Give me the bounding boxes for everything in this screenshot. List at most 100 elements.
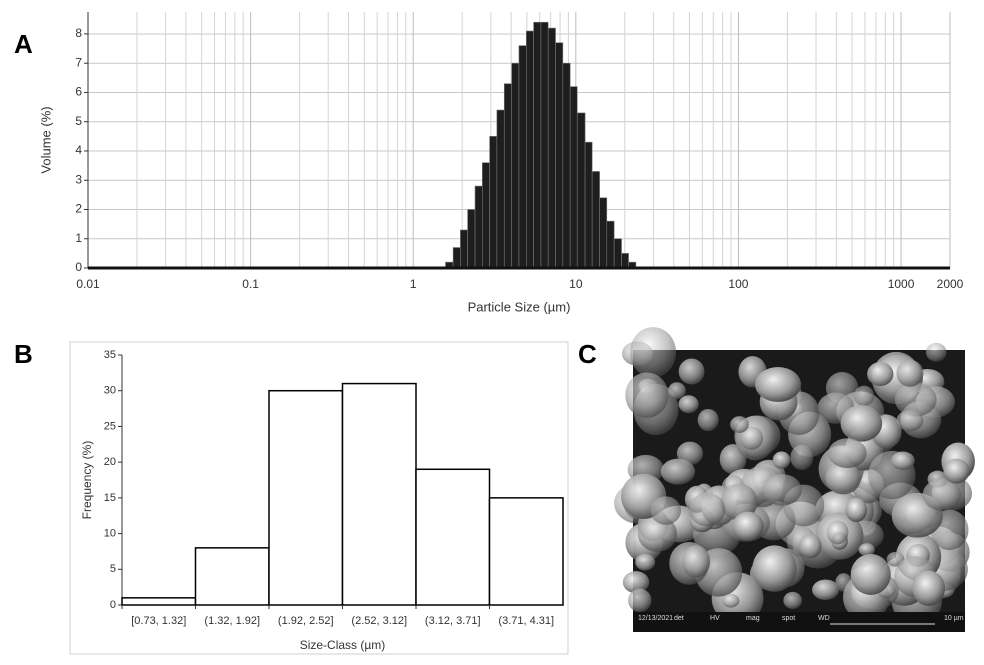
bar [121,597,197,606]
x-tick-label: (3.12, 3.71] [425,615,481,627]
particle [676,441,704,466]
particle [894,382,937,417]
particle [783,591,803,610]
particle [628,588,652,613]
particle [755,367,802,402]
info-text: 10 µm [944,615,964,622]
particle [625,372,669,418]
particle [826,520,849,545]
particle [697,408,719,432]
x-tick-label: 0.01 [76,277,100,291]
y-tick-label: 7 [75,55,82,69]
particle [752,545,797,592]
bar [606,220,615,269]
y-tick-label: 20 [104,456,116,468]
y-tick-label: 1 [75,231,82,245]
bar [621,253,629,269]
sem-image: 12/13/2021 det HV mag spot WD 10 µm [614,327,975,632]
x-axis-label: Particle Size (µm) [468,299,571,314]
y-axis-label: Volume (%) [38,106,53,173]
particle [943,458,970,484]
bar [569,86,578,269]
bar [488,497,564,606]
bar [452,247,461,269]
y-tick-label: 30 [104,385,116,397]
particle [858,543,875,557]
bar [503,83,512,269]
particle [739,426,764,450]
bar [474,185,483,269]
particle [772,451,791,469]
particle [854,385,875,406]
x-tick-label: 1000 [888,277,915,291]
bar [268,389,344,606]
x-tick-label: (3.71, 4.31] [498,615,554,627]
x-tick-label: 10 [569,277,583,291]
info-text: det [674,615,684,622]
y-tick-label: 6 [75,85,82,99]
y-tick-label: 10 [104,527,116,539]
y-tick-label: 25 [104,420,116,432]
bar [591,171,600,269]
particle [660,458,696,485]
x-tick-label: (2.52, 3.12] [351,615,407,627]
bar [599,197,608,269]
panel-label: B [14,339,33,369]
y-tick-label: 15 [104,492,116,504]
particle [812,579,840,601]
y-tick-label: 35 [104,349,116,361]
y-axis-label: Frequency (%) [80,441,94,520]
bar [496,109,505,269]
x-tick-label: 100 [728,277,748,291]
bar [194,547,270,606]
panel-b-frame [69,341,569,655]
particle [622,571,650,594]
particle [678,395,699,414]
bar [576,112,586,269]
bar [613,238,622,269]
y-tick-label: 8 [75,26,82,40]
bar [511,62,520,269]
info-text: HV [710,615,720,622]
info-bar [633,612,965,632]
x-tick-label: 2000 [937,277,964,291]
particle [682,545,711,578]
particle [732,511,764,541]
x-tick-label: (1.32, 1.92] [204,615,260,627]
bar [540,21,549,269]
particle [825,461,861,495]
particle [629,327,677,378]
y-tick-label: 5 [75,114,82,128]
y-tick-label: 5 [110,563,116,575]
particle [667,382,686,400]
x-tick-label: 0.1 [242,277,259,291]
y-tick-label: 0 [110,599,116,611]
particle [722,593,740,608]
particle [840,405,883,442]
particle [896,359,924,387]
particle [845,497,868,522]
bar [482,162,490,269]
particle [720,483,758,521]
bar [562,62,571,269]
particle [828,438,867,469]
bar [526,30,534,269]
particle [891,451,915,470]
info-text: spot [782,615,795,622]
x-tick-label: (1.92, 2.52] [278,615,334,627]
y-tick-label: 4 [75,143,82,157]
info-text: mag [746,615,760,622]
y-tick-label: 2 [75,202,82,216]
particle [730,416,749,433]
x-axis-label: Size-Class (µm) [300,638,386,652]
particle [678,358,705,385]
bar [555,42,564,269]
bar [547,27,556,269]
particle [798,533,822,559]
y-tick-label: 0 [75,260,82,274]
panel-label: A [14,29,33,59]
bar [415,468,491,606]
particle [650,496,682,525]
bar [533,21,542,269]
